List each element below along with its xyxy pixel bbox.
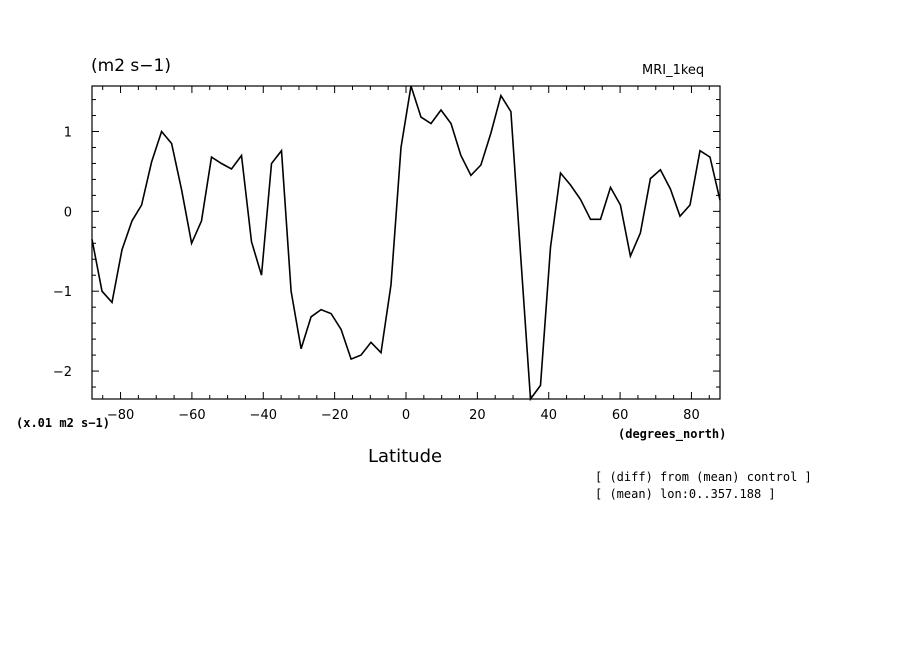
- annotation-mean: [ (mean) lon:0..357.188 ]: [595, 487, 776, 501]
- plot-frame: [91, 85, 721, 400]
- chart-title: (m2 s−1): [91, 56, 171, 76]
- x-tick-label: 80: [683, 408, 700, 423]
- x-tick-label: 20: [469, 408, 486, 423]
- x-axis-label: Latitude: [368, 446, 443, 467]
- x-tick-label: −40: [250, 408, 277, 423]
- x-units-label: (degrees_north): [618, 427, 727, 441]
- y-tick-label: 1: [64, 126, 72, 141]
- model-name: MRI_1keq: [642, 63, 705, 78]
- x-tick-label: −60: [178, 408, 205, 423]
- ticks-layer: −80 −60 −40 −20 0 20 40 60 80 1 0 −1 −2: [53, 86, 720, 423]
- x-tick-label: −20: [321, 408, 348, 423]
- x-tick-label: 60: [612, 408, 629, 423]
- x-tick-label: 40: [540, 408, 557, 423]
- y-tick-label: −1: [53, 285, 72, 300]
- y-tick-label: −2: [53, 365, 72, 380]
- y-tick-label: 0: [64, 205, 72, 220]
- annotation-diff: [ (diff) from (mean) control ]: [595, 470, 812, 484]
- series-line: [91, 85, 721, 402]
- x-tick-label: 0: [402, 408, 410, 423]
- y-units-label: (x.01 m2 s−1): [16, 416, 110, 430]
- x-tick-label: −80: [107, 408, 134, 423]
